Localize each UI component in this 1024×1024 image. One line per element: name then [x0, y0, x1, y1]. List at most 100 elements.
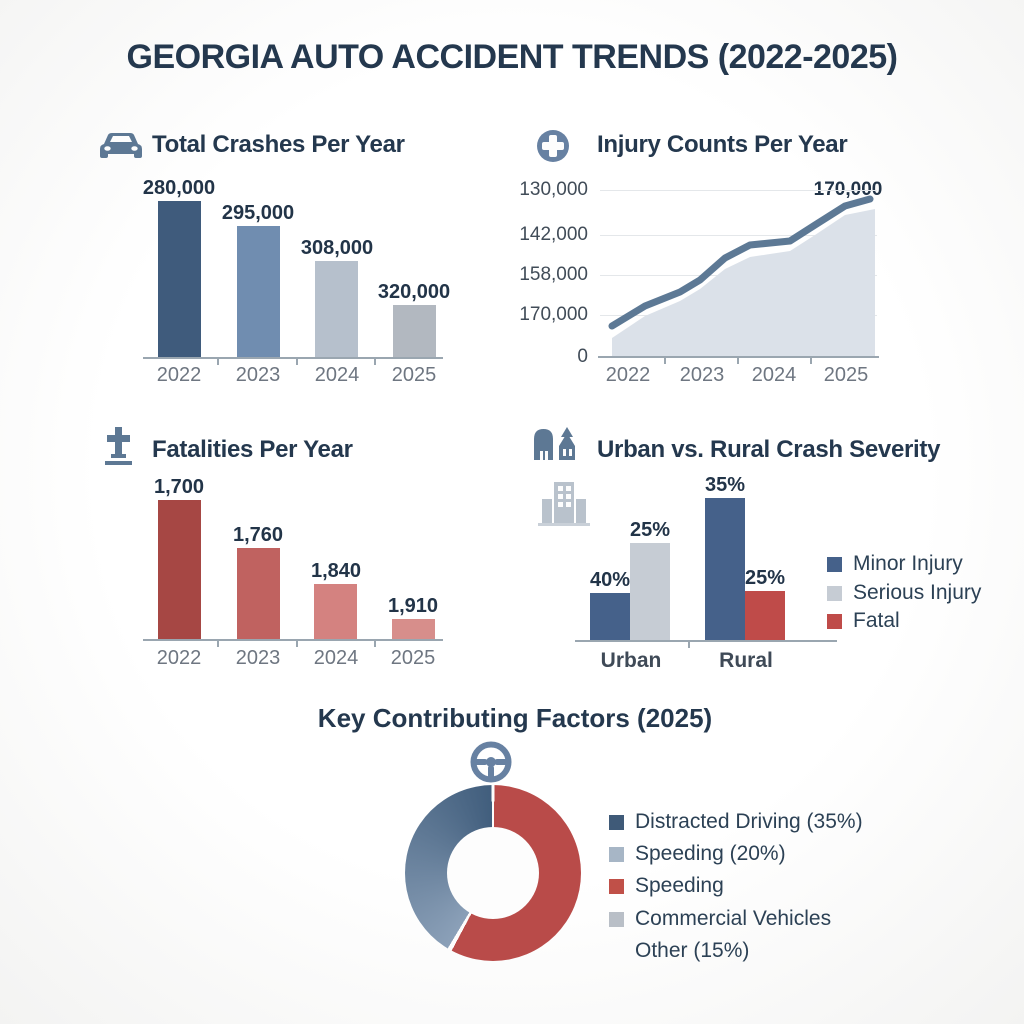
urban-rural-value-label: 35% [704, 474, 746, 496]
axis-tick [810, 358, 812, 364]
crashes-year-label: 2024 [314, 364, 360, 386]
minor-injury-swatch [827, 556, 842, 572]
axis-tick [374, 359, 376, 365]
fatalities-bar-2025 [392, 619, 435, 640]
crashes-bar-2025 [393, 305, 436, 358]
injuries-annotation: 170,000 [813, 179, 883, 200]
legend-label: Minor Injury [853, 552, 963, 575]
injuries-year-label: 2025 [823, 364, 869, 386]
urban-group-label: Urban [600, 649, 662, 672]
gridline [600, 190, 877, 191]
empty-swatch [609, 944, 624, 959]
injuries-y-tick: 130,000 [519, 179, 588, 200]
page-title: GEORGIA AUTO ACCIDENT TRENDS (2022-2025) [126, 38, 898, 76]
serious-injury-swatch [827, 585, 842, 601]
axis-tick [217, 641, 219, 647]
urban-rural-value-label: 25% [629, 519, 671, 541]
legend-item-other: Other (15%) [609, 939, 749, 963]
factors-donut-chart [405, 785, 581, 961]
steering-wheel-icon [470, 741, 512, 783]
crashes-bar-2022 [158, 201, 201, 358]
injuries-y-tick: 170,000 [519, 304, 588, 325]
crashes-x-axis [143, 357, 443, 359]
injuries-y-tick: 142,000 [519, 224, 588, 245]
rural-minor-injury-bar [705, 498, 745, 641]
legend-label: Fatal [853, 609, 900, 632]
speeding-red-swatch [609, 878, 624, 894]
donut-hole [447, 827, 539, 919]
fatalities-year-label: 2022 [156, 647, 202, 669]
urban-rural-value-label: 25% [744, 567, 786, 589]
urban-rural-chart-title: Urban vs. Rural Crash Severity [597, 436, 941, 463]
crashes-chart-title: Total Crashes Per Year [152, 131, 405, 158]
legend-label: Speeding (20%) [635, 842, 786, 865]
gridline [600, 235, 877, 236]
crashes-value-label: 295,000 [221, 202, 295, 224]
fatalities-year-label: 2023 [235, 647, 281, 669]
urban-rural-value-label: 40% [589, 569, 631, 591]
crashes-value-label: 308,000 [300, 237, 374, 259]
distracted-driving-swatch [609, 814, 624, 830]
car-icon [100, 133, 142, 158]
city-buildings-icon [538, 482, 590, 526]
crashes-value-label: 280,000 [142, 177, 216, 199]
legend-label: Distracted Driving (35%) [635, 810, 863, 833]
fatalities-bar-2024 [314, 584, 357, 640]
crashes-value-label: 320,000 [377, 281, 451, 303]
rural-group-label: Rural [719, 649, 773, 672]
tombstone-icon [105, 427, 132, 465]
injuries-chart-title: Injury Counts Per Year [597, 131, 848, 158]
crashes-year-label: 2025 [391, 364, 437, 386]
injuries-year-label: 2023 [679, 364, 725, 386]
injuries-year-label: 2022 [605, 364, 651, 386]
axis-tick [296, 641, 298, 647]
crashes-year-label: 2023 [235, 364, 281, 386]
axis-tick [664, 358, 666, 364]
legend-item-speeding-red: Speeding [609, 874, 724, 898]
axis-tick [296, 359, 298, 365]
axis-tick [737, 358, 739, 364]
fatalities-year-label: 2024 [313, 647, 359, 669]
fatalities-value-label: 1,910 [387, 595, 439, 617]
fatalities-bar-2023 [237, 548, 280, 640]
legend-item-speeding-blue: Speeding (20%) [609, 842, 786, 866]
fatalities-value-label: 1,760 [232, 524, 284, 546]
urban-rural-x-axis [575, 640, 837, 642]
legend-item-serious-injury: Serious Injury [827, 581, 981, 605]
legend-label: Other (15%) [635, 939, 750, 962]
legend-item-minor-injury: Minor Injury [827, 552, 963, 576]
urban-serious-injury-bar [630, 543, 670, 641]
fatal-swatch [827, 613, 842, 629]
fatalities-x-axis [143, 639, 443, 641]
commercial-vehicles-swatch [609, 911, 624, 927]
factors-chart-title: Key Contributing Factors (2025) [317, 703, 713, 733]
crashes-year-label: 2022 [156, 364, 202, 386]
axis-tick [217, 359, 219, 365]
rural-fatal-bar [745, 591, 785, 641]
legend-label: Serious Injury [853, 581, 982, 604]
fatalities-chart-title: Fatalities Per Year [152, 436, 353, 463]
axis-tick [374, 641, 376, 647]
fatalities-year-label: 2025 [390, 647, 436, 669]
legend-item-distracted-driving: Distracted Driving (35%) [609, 810, 863, 834]
injuries-y-tick: 158,000 [519, 264, 588, 285]
legend-label: Commercial Vehicles [635, 907, 832, 930]
legend-item-fatal: Fatal [827, 609, 900, 633]
building-tree-icon [534, 427, 575, 460]
legend-item-commercial-vehicles: Commercial Vehicles [609, 907, 831, 931]
crashes-bar-2024 [315, 261, 358, 358]
crashes-bar-2023 [237, 226, 280, 358]
fatalities-value-label: 1,840 [310, 560, 362, 582]
fatalities-bar-2022 [158, 500, 201, 640]
injuries-line-chart [608, 195, 875, 357]
axis-tick [688, 642, 690, 648]
injuries-y-tick: 0 [577, 346, 588, 367]
medical-cross-icon [537, 130, 569, 162]
fatalities-value-label: 1,700 [153, 476, 205, 498]
legend-label: Speeding [635, 874, 724, 897]
urban-minor-injury-bar [590, 593, 630, 641]
injuries-x-axis [598, 356, 879, 358]
speeding-blue-swatch [609, 846, 624, 862]
injuries-year-label: 2024 [751, 364, 797, 386]
